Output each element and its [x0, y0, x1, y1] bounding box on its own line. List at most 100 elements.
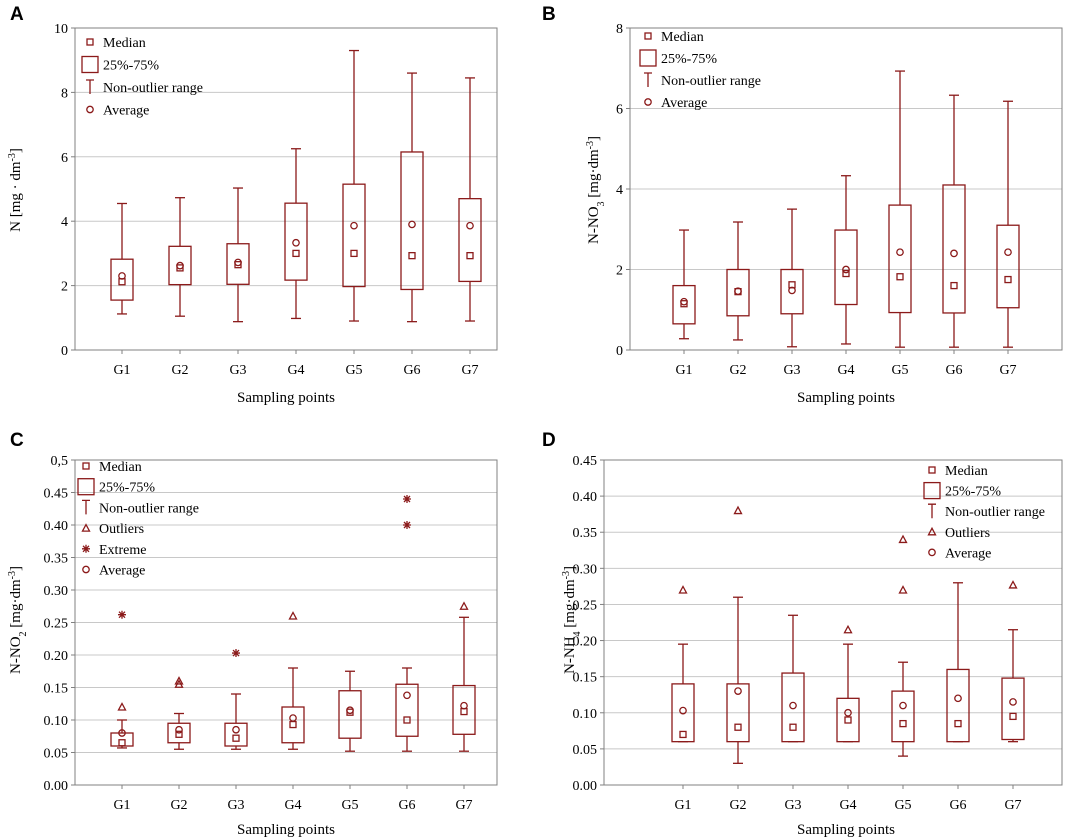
mean-marker-c-g6	[403, 691, 411, 700]
box-group-c-g6	[395, 495, 419, 752]
x-tick-label-b-g4: G4	[837, 363, 854, 378]
legend-c: Median 25%-75% Non-outlier range Outliers Ex…	[77, 460, 199, 579]
legend-label-c-outliers: Outliers	[99, 522, 144, 537]
panel-label-a: A	[10, 4, 24, 25]
iqr-box-d-g6	[946, 668, 970, 743]
y-axis-label-a: N [mg · dm-3]	[7, 148, 25, 232]
y-tick-label-d-0-4: 0.40	[573, 490, 598, 505]
box-group-c-g3	[224, 649, 248, 750]
legend-swatch-average-c	[82, 565, 90, 574]
median-marker-a-g4	[292, 249, 300, 258]
x-axis-label-a: Sampling points	[237, 390, 335, 406]
iqr-box-a-g5	[342, 183, 366, 288]
legend-swatch-iqr-c	[77, 478, 95, 496]
boxes-b	[672, 70, 1020, 348]
iqr-box-b-g5	[888, 204, 912, 314]
legend-entry-d-average: Average	[928, 546, 991, 561]
x-tick-label-d-g4: G4	[839, 798, 856, 813]
median-marker-b-g6	[950, 281, 958, 290]
panel-label-b: B	[542, 4, 556, 25]
y-tick-label-a-8: 8	[61, 86, 68, 101]
panel-b: B Sampling points N-NO3 [mg·dm-3] 0 2 4 6 8 G…	[542, 4, 1063, 406]
legend-label-c-average: Average	[99, 564, 145, 579]
x-tick-label-a-g6: G6	[403, 363, 420, 378]
legend-swatch-extreme-c	[82, 544, 90, 553]
box-group-d-g1	[671, 585, 695, 743]
box-group-c-g2	[167, 676, 191, 750]
median-marker-d-g6	[954, 719, 962, 728]
x-axis-label-d: Sampling points	[797, 822, 895, 838]
mean-marker-a-g1	[118, 272, 126, 280]
iqr-box-b-g2	[726, 268, 750, 317]
box-group-d-g3	[781, 614, 805, 743]
mean-marker-a-g6	[408, 220, 416, 229]
median-marker-b-g5	[896, 273, 904, 281]
legend-entry-d-non-outlier-range: Non-outlier range	[928, 503, 1045, 520]
gridlines-d	[604, 495, 1062, 750]
box-group-c-g4	[281, 611, 305, 750]
median-marker-c-g1	[118, 739, 126, 747]
y-tick-label-c-0-25: 0.25	[44, 617, 69, 632]
y-axis-label-d: N-NH4 [mg·dm-3]	[561, 566, 583, 674]
median-marker-b-g7	[1004, 275, 1012, 284]
box-group-b-g1	[672, 229, 696, 340]
box-group-a-g1	[110, 202, 134, 315]
median-marker-d-g2	[734, 723, 742, 731]
legend-swatch-median-d	[928, 466, 936, 474]
box-group-d-g7	[1001, 580, 1025, 743]
legend-label-c-extreme: Extreme	[99, 543, 146, 558]
y-tick-label-a-10: 10	[54, 22, 68, 37]
legend-label-d-median: Median	[945, 464, 988, 479]
box-group-c-g7	[452, 601, 476, 752]
x-tick-label-d-g6: G6	[949, 798, 966, 813]
iqr-box-a-g6	[400, 151, 424, 291]
median-marker-b-g4	[842, 269, 850, 278]
iqr-box-d-g3	[781, 672, 805, 743]
legend-swatch-range-c	[82, 499, 90, 515]
iqr-box-c-g3	[224, 722, 248, 747]
iqr-box-d-g4	[836, 697, 860, 743]
legend-swatch-range-a	[86, 79, 94, 94]
x-tick-label-b-g1: G1	[675, 363, 692, 378]
iqr-box-d-g5	[891, 690, 915, 743]
mean-marker-b-g7	[1004, 248, 1012, 257]
median-marker-d-g4	[844, 716, 852, 724]
mean-marker-a-g5	[350, 221, 358, 230]
x-tick-label-b-g3: G3	[783, 363, 800, 378]
x-tick-label-a-g7: G7	[461, 363, 478, 378]
x-tick-label-c-g4: G4	[284, 798, 301, 813]
iqr-box-b-g4	[834, 229, 858, 306]
box-group-b-g6	[942, 94, 966, 348]
axes-d	[603, 459, 1063, 786]
mean-marker-d-g2	[734, 687, 742, 695]
median-marker-d-g7	[1009, 712, 1017, 721]
boxes-d	[671, 505, 1025, 764]
y-tick-label-a-2: 2	[61, 280, 68, 295]
outlier-marker-d-g4-0	[843, 624, 853, 634]
mean-marker-a-g7	[466, 221, 474, 230]
y-tick-label-b-6: 6	[616, 103, 623, 118]
iqr-box-a-g4	[284, 202, 308, 281]
y-tick-label-a-6: 6	[61, 151, 68, 166]
x-tick-label-a-g4: G4	[287, 363, 304, 378]
legend-entry-d-25-75-: 25%-75%	[923, 481, 1001, 500]
extreme-marker-c-g1-0	[118, 610, 126, 619]
y-tick-label-c-0-1: 0.10	[44, 714, 69, 729]
legend-entry-d-median: Median	[928, 464, 988, 479]
x-tick-label-d-g7: G7	[1004, 798, 1021, 813]
x-tick-label-c-g6: G6	[398, 798, 415, 813]
box-group-b-g4	[834, 175, 858, 345]
extreme-marker-c-g3-0	[232, 649, 240, 658]
x-tick-label-b-g7: G7	[999, 363, 1016, 378]
x-tick-label-c-g3: G3	[227, 798, 244, 813]
median-marker-c-g6	[403, 716, 411, 724]
legend-label-c-median: Median	[99, 460, 142, 475]
x-tick-label-d-g3: G3	[784, 798, 801, 813]
iqr-box-c-g7	[452, 684, 476, 735]
y-tick-label-c-0-3: 0.30	[44, 584, 69, 599]
legend-label-d-non-outlier-range: Non-outlier range	[945, 505, 1045, 520]
legend-label-d-25-75-: 25%-75%	[945, 485, 1001, 500]
box-group-a-g7	[458, 77, 482, 322]
legend-label-a-25-75-: 25%-75%	[103, 59, 159, 74]
legend-label-b-median: Median	[661, 30, 704, 45]
